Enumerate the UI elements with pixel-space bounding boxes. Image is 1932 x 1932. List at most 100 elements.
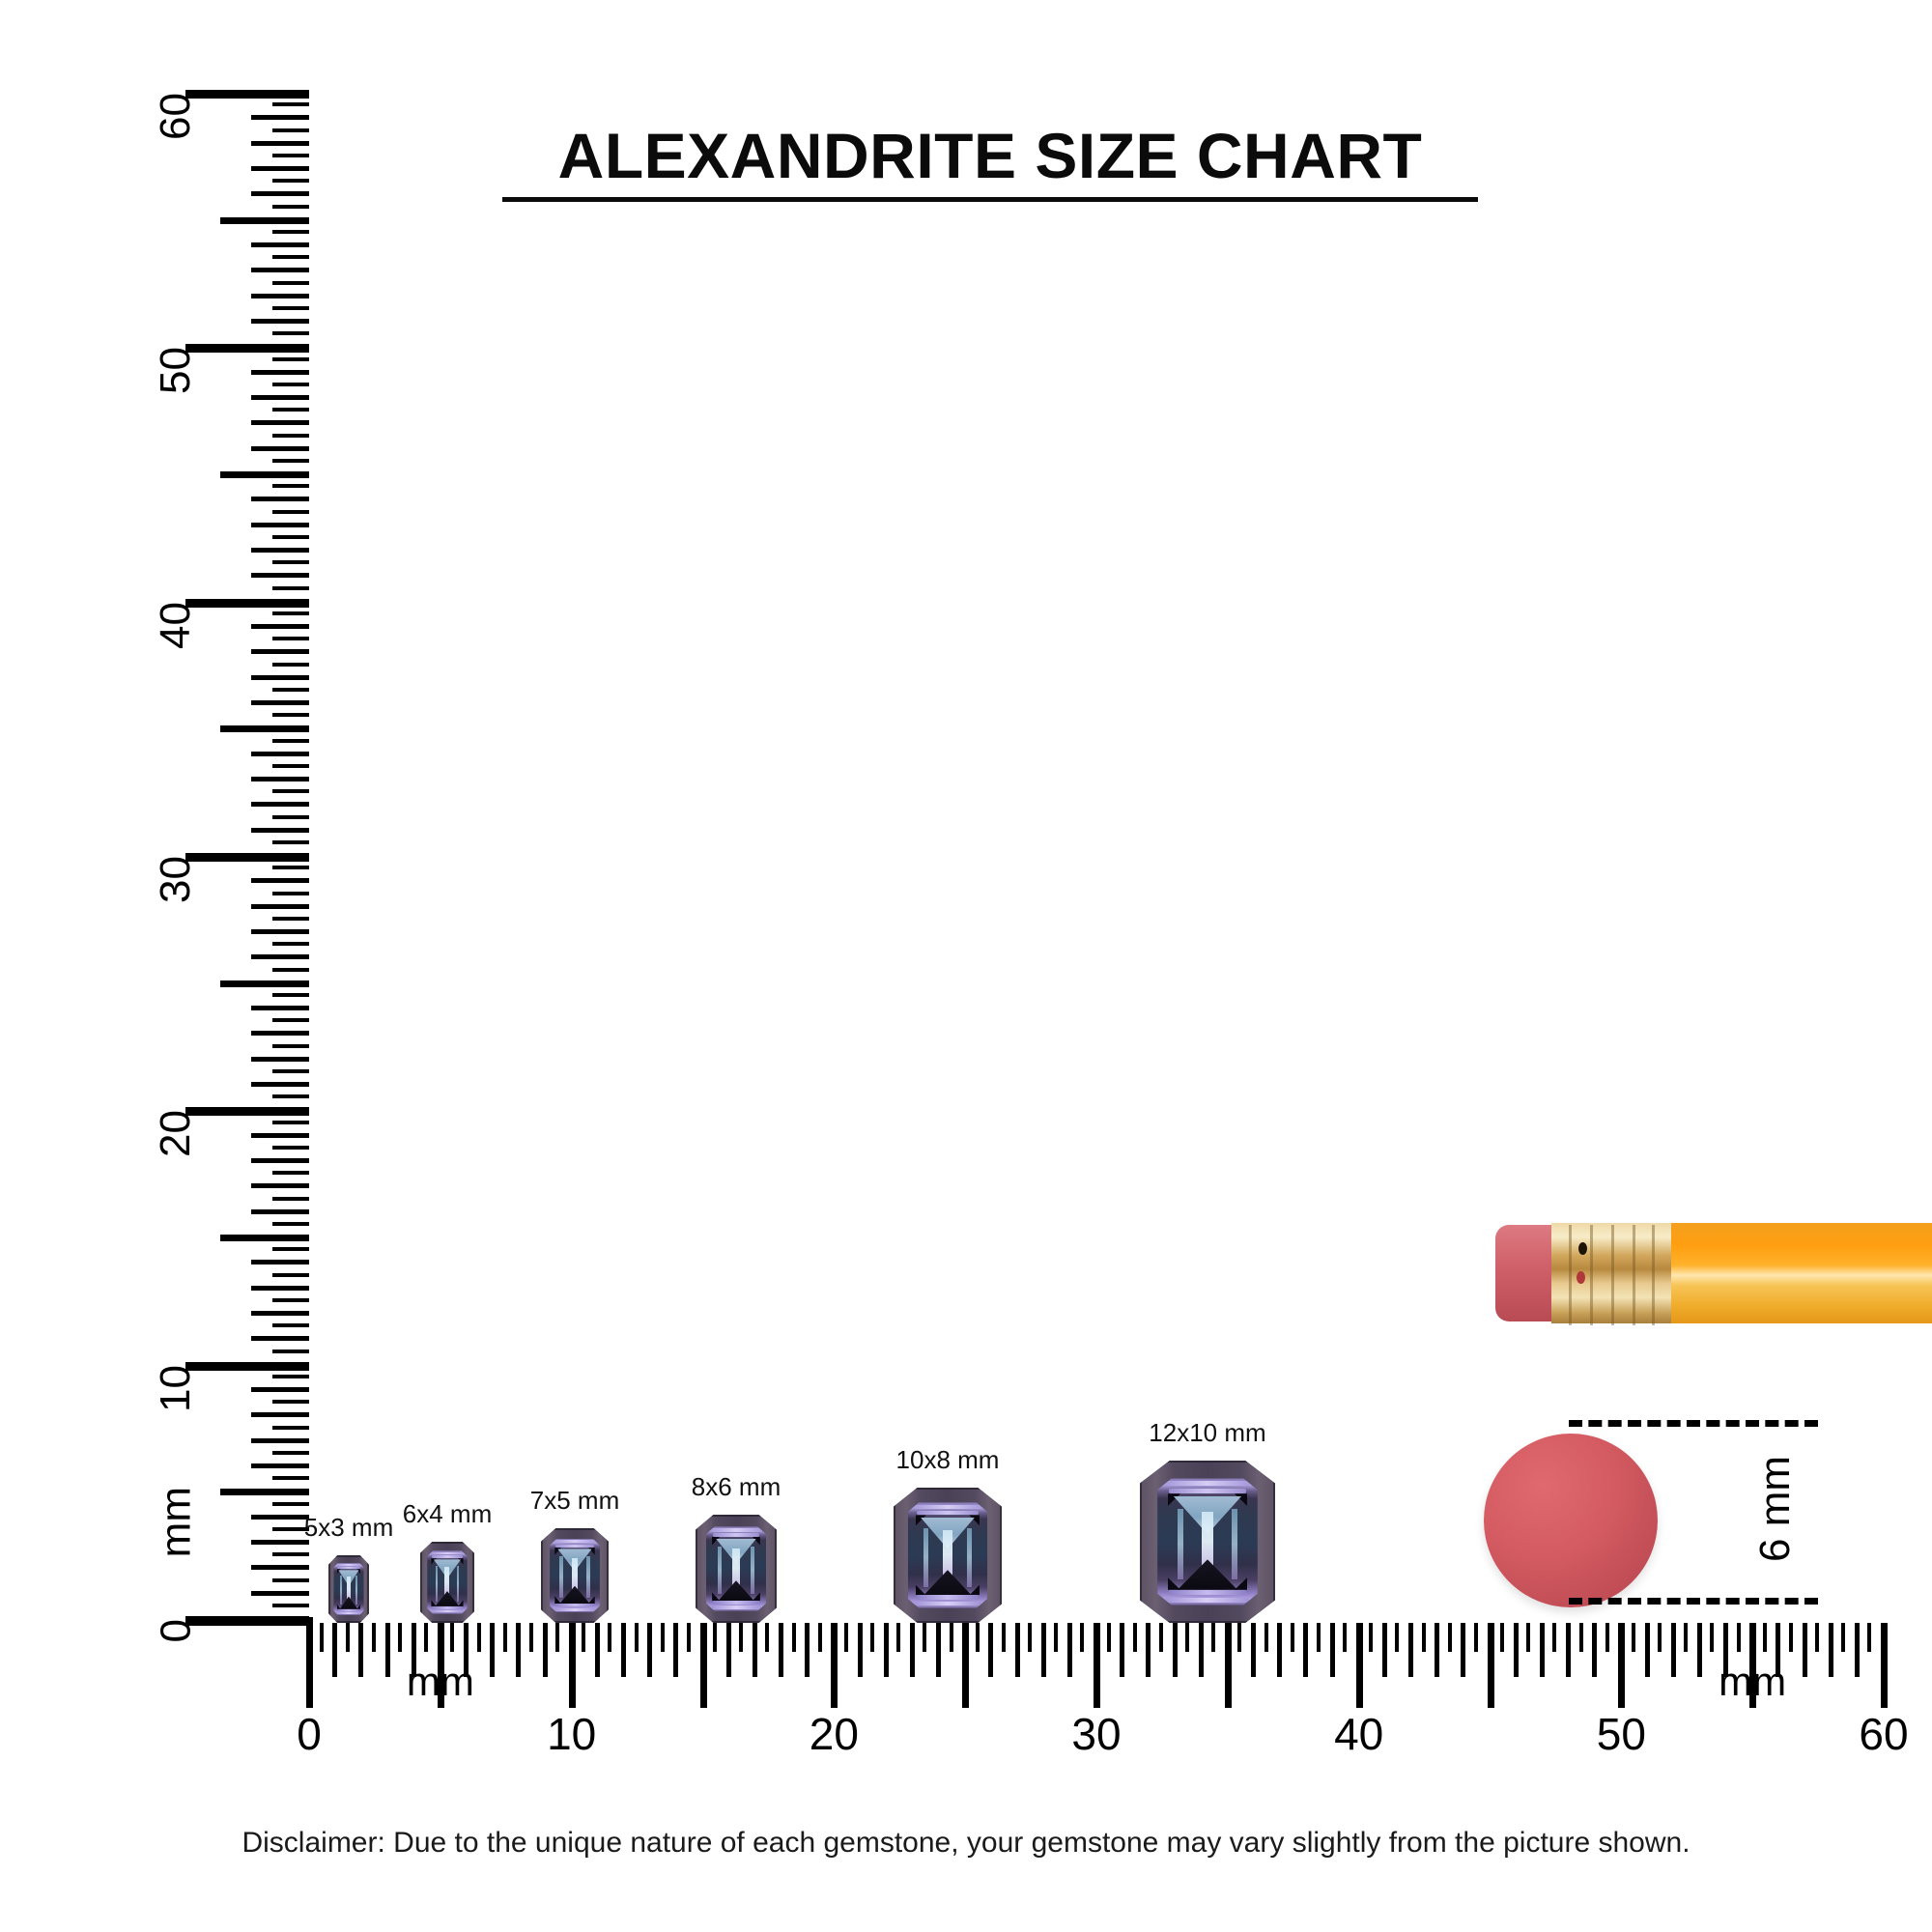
gemstone-label: 8x6 mm: [691, 1472, 781, 1501]
vertical-ruler-tick: [251, 1132, 309, 1138]
horizontal-ruler-tick: [1421, 1623, 1426, 1652]
horizontal-ruler-tick: [1198, 1623, 1204, 1677]
horizontal-ruler-tick: [1881, 1623, 1888, 1708]
vertical-ruler-tick: [251, 1437, 309, 1443]
horizontal-ruler-tick: [411, 1623, 416, 1677]
ruler-corner-join: [185, 1617, 313, 1626]
vertical-ruler-tick: [272, 713, 309, 718]
eraser-end-reference-object: [1484, 1434, 1658, 1607]
horizontal-ruler-tick: [1854, 1623, 1860, 1677]
horizontal-ruler-tick: [332, 1623, 338, 1677]
vertical-ruler-tick: [272, 1400, 309, 1405]
horizontal-ruler-tick: [1343, 1623, 1348, 1652]
horizontal-ruler-tick: [384, 1623, 390, 1677]
horizontal-ruler-tick: [398, 1623, 403, 1652]
vertical-ruler-tick: [251, 497, 309, 502]
vertical-ruler-tick: [272, 433, 309, 438]
vertical-ruler-tick: [272, 1349, 309, 1353]
vertical-ruler-tick: [185, 853, 309, 862]
vertical-ruler-tick: [251, 1565, 309, 1571]
vertical-ruler-tick: [220, 725, 309, 733]
vertical-ruler-tick: [251, 242, 309, 247]
vertical-ruler-tick: [272, 1450, 309, 1455]
vertical-ruler-number: 50: [152, 347, 199, 395]
ferrule-crimp-dot: [1578, 1242, 1587, 1255]
vertical-ruler-tick: [272, 1120, 309, 1124]
page-title: ALEXANDRITE SIZE CHART: [557, 120, 1423, 191]
horizontal-ruler-unit-label: mm: [406, 1659, 474, 1704]
horizontal-ruler-tick: [686, 1623, 691, 1652]
vertical-ruler-tick: [185, 344, 309, 354]
gemstone-label: 6x4 mm: [402, 1499, 493, 1528]
horizontal-ruler-tick: [1802, 1623, 1807, 1677]
vertical-ruler-number: 60: [152, 93, 199, 140]
vertical-ruler-tick: [251, 1285, 309, 1291]
horizontal-ruler-tick: [1277, 1623, 1283, 1677]
vertical-ruler-number: 40: [152, 601, 199, 649]
vertical-ruler-tick: [251, 522, 309, 527]
vertical-ruler-tick: [251, 1082, 309, 1087]
vertical-ruler-tick: [251, 751, 309, 756]
vertical-ruler-tick: [220, 980, 309, 987]
horizontal-ruler-tick: [699, 1623, 707, 1708]
vertical-ruler-tick: [272, 128, 309, 132]
vertical-ruler-tick: [251, 700, 309, 705]
vertical-ruler-tick: [185, 598, 309, 608]
vertical-ruler-tick: [272, 1577, 309, 1582]
horizontal-ruler-tick: [1264, 1623, 1268, 1652]
vertical-ruler-tick: [251, 1336, 309, 1342]
vertical-ruler-tick: [220, 471, 309, 478]
vertical-ruler-tick: [251, 878, 309, 884]
vertical-ruler-tick: [251, 1031, 309, 1037]
horizontal-ruler-tick: [1473, 1623, 1478, 1652]
vertical-ruler-tick: [272, 637, 309, 641]
vertical-ruler-tick: [251, 903, 309, 909]
vertical-ruler-tick: [272, 1323, 309, 1328]
vertical-ruler-tick: [272, 866, 309, 870]
gemstone-emerald-cut: [420, 1542, 474, 1623]
horizontal-ruler-tick: [975, 1623, 980, 1652]
vertical-ruler-tick: [272, 789, 309, 794]
horizontal-ruler-tick: [805, 1623, 810, 1677]
vertical-ruler-tick: [272, 305, 309, 310]
horizontal-ruler-tick: [673, 1623, 679, 1677]
horizontal-ruler-tick: [568, 1623, 576, 1708]
vertical-ruler-tick: [272, 992, 309, 997]
gemstone-label: 7x5 mm: [529, 1486, 620, 1515]
vertical-ruler-tick: [251, 293, 309, 298]
horizontal-ruler-tick: [1828, 1623, 1833, 1677]
vertical-ruler-tick: [272, 687, 309, 692]
horizontal-ruler-tick: [1605, 1623, 1609, 1652]
vertical-ruler-tick: [251, 395, 309, 400]
dimension-line-bottom: [1569, 1598, 1818, 1605]
vertical-ruler-tick: [272, 1247, 309, 1252]
horizontal-ruler-tick: [1696, 1623, 1702, 1677]
horizontal-ruler-tick: [817, 1623, 822, 1652]
horizontal-ruler-tick: [1461, 1623, 1466, 1677]
vertical-ruler-tick: [251, 1056, 309, 1062]
horizontal-ruler-tick: [1566, 1623, 1571, 1677]
vertical-ruler-tick: [272, 585, 309, 590]
vertical-ruler-tick: [251, 1311, 309, 1316]
vertical-ruler-tick: [272, 1526, 309, 1531]
horizontal-ruler-tick: [1788, 1623, 1793, 1652]
vertical-ruler-tick: [272, 1374, 309, 1378]
vertical-ruler-tick: [272, 1476, 309, 1481]
vertical-ruler-tick: [251, 573, 309, 579]
vertical-ruler-tick: [220, 1235, 309, 1241]
horizontal-ruler-tick: [1040, 1623, 1046, 1677]
vertical-ruler-tick: [251, 1183, 309, 1189]
horizontal-ruler-tick: [1723, 1623, 1728, 1677]
gemstone-emerald-cut: [1140, 1461, 1275, 1623]
horizontal-ruler-tick: [1028, 1623, 1033, 1652]
horizontal-ruler-tick: [1369, 1623, 1374, 1652]
vertical-ruler-tick: [251, 674, 309, 680]
horizontal-ruler-tick: [647, 1623, 653, 1677]
horizontal-ruler-tick: [1435, 1623, 1440, 1677]
vertical-ruler-tick: [251, 624, 309, 629]
horizontal-ruler-tick: [306, 1623, 313, 1708]
horizontal-ruler-tick: [1578, 1623, 1583, 1652]
horizontal-ruler-tick: [1066, 1623, 1072, 1677]
vertical-ruler-tick: [251, 191, 309, 197]
horizontal-ruler-number: 20: [809, 1709, 859, 1759]
